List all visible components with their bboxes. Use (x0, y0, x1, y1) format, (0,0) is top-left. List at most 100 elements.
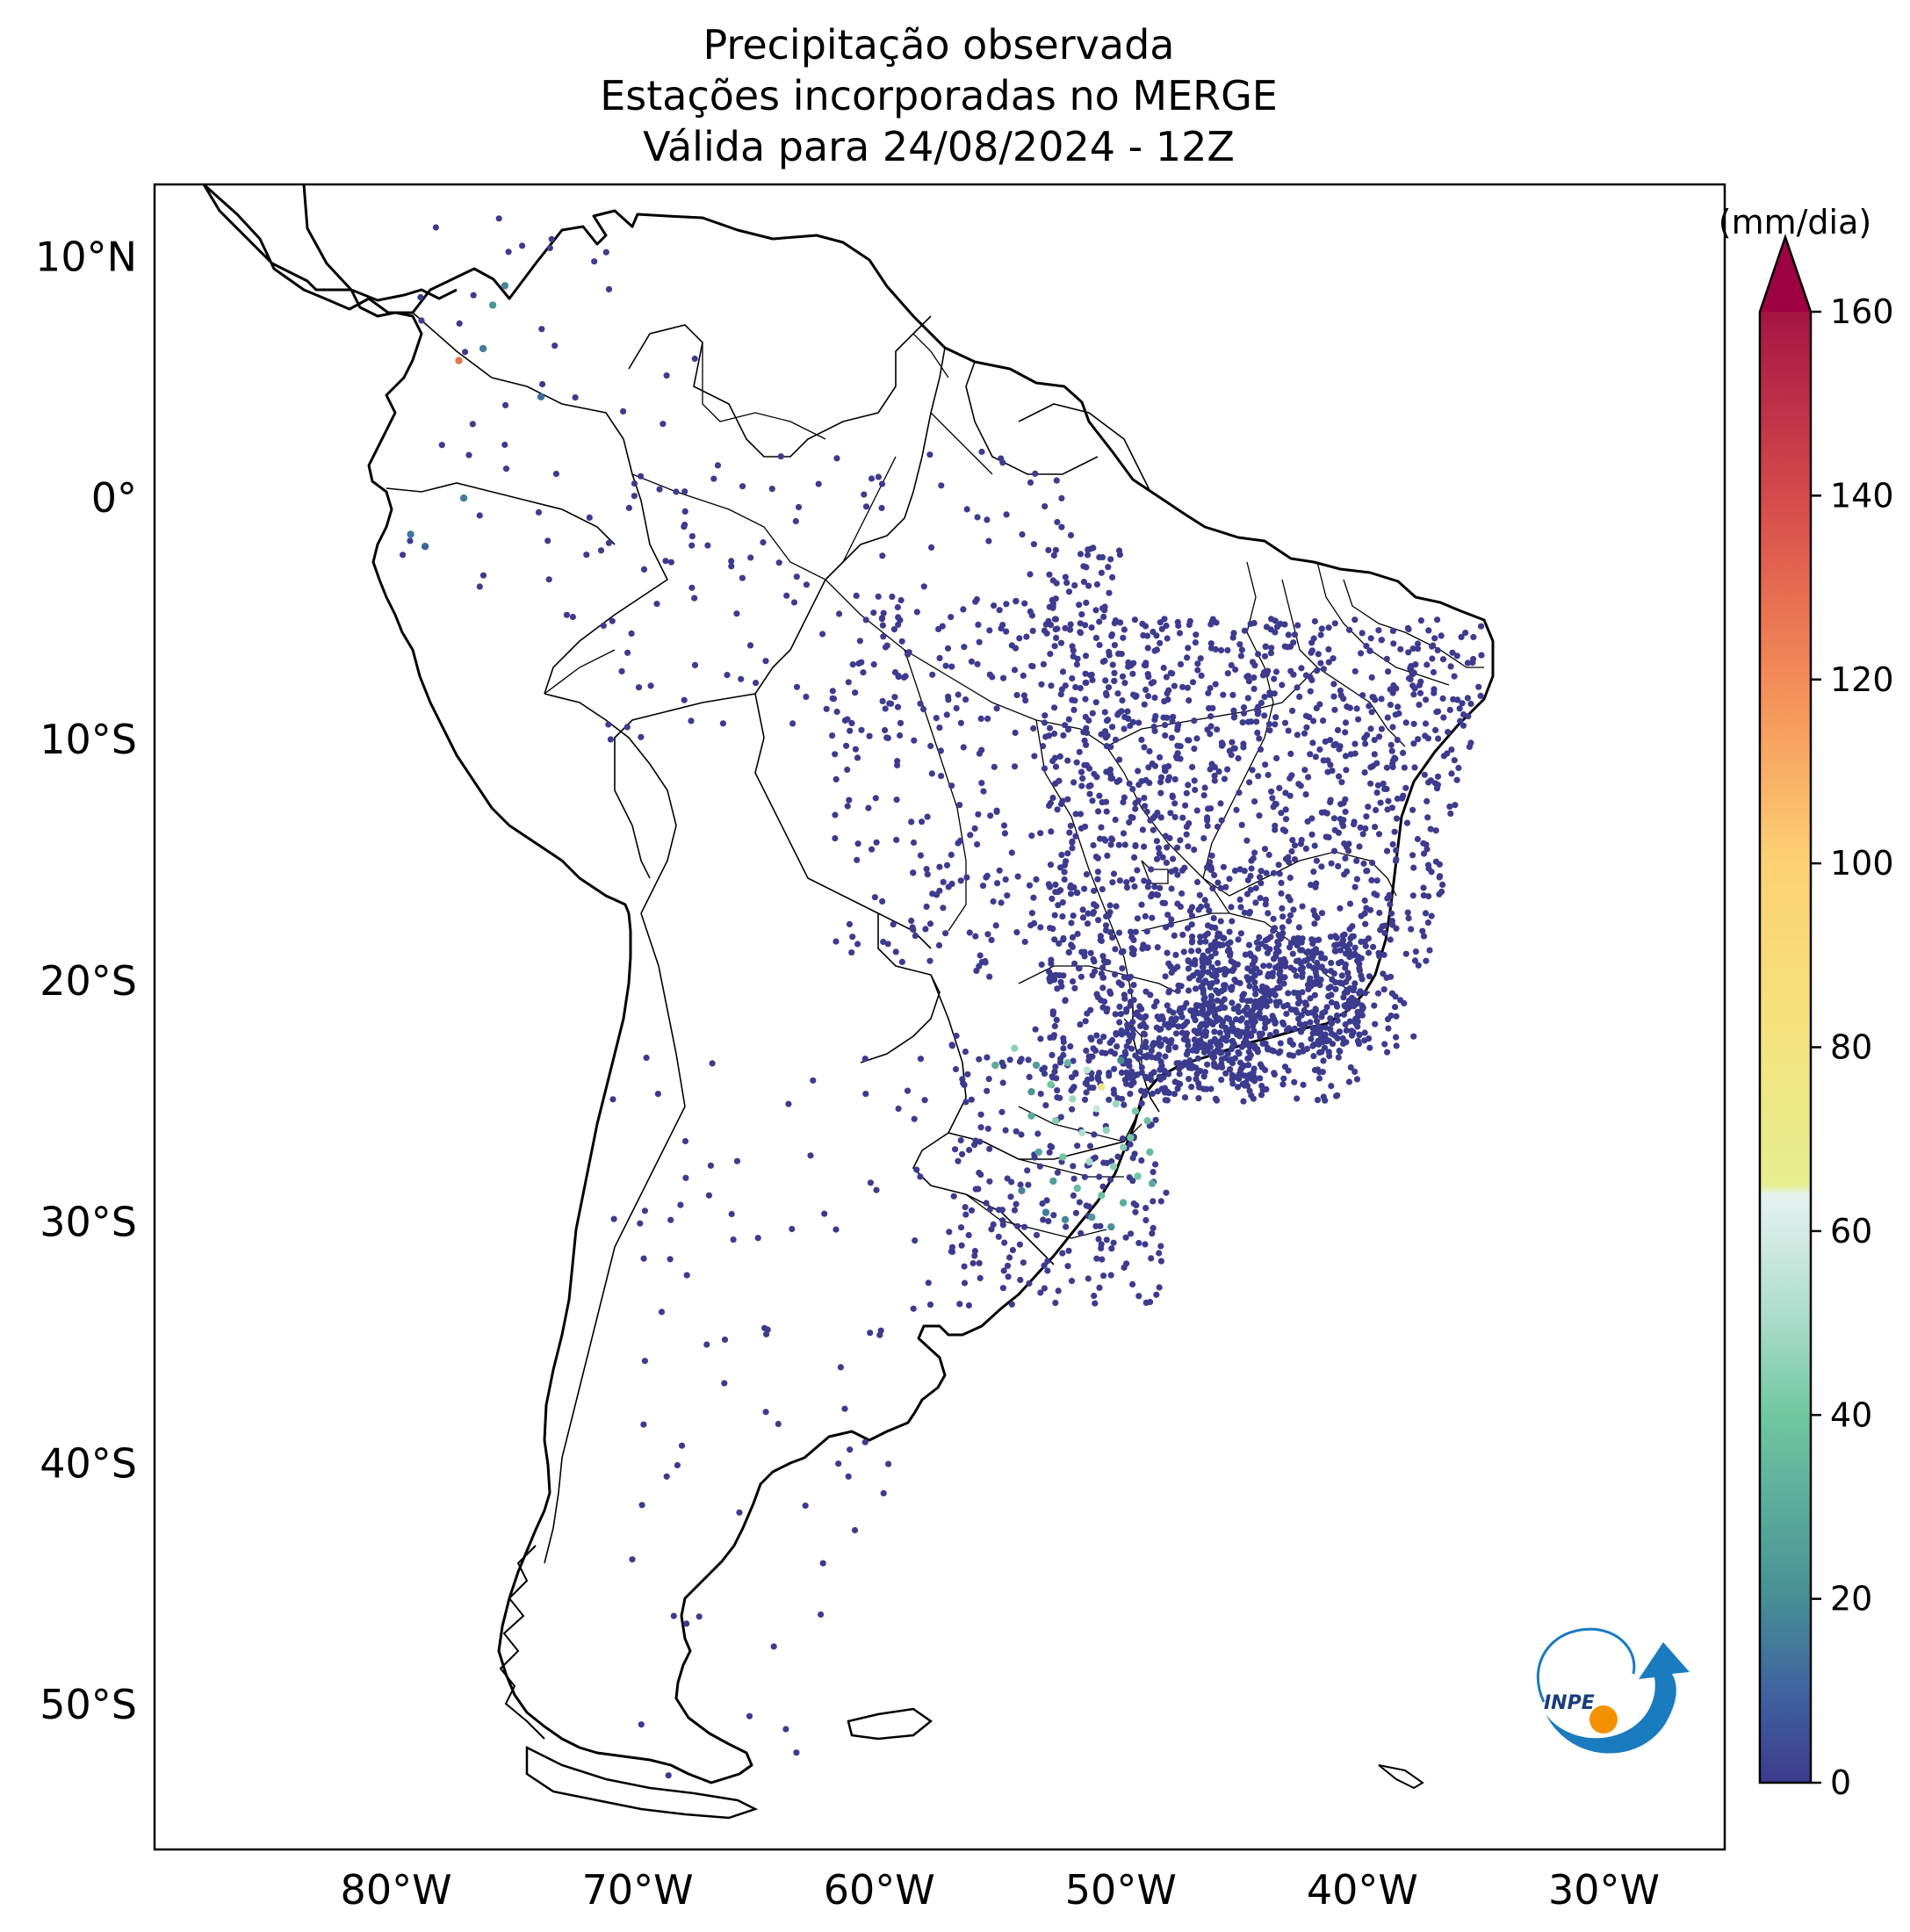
station-dot (1069, 1106, 1076, 1113)
colorbar-tick-label: 120 (1830, 660, 1894, 699)
station-dot (1304, 1010, 1311, 1017)
station-dot (1013, 597, 1020, 604)
station-dot (1335, 829, 1342, 836)
station-dot (1099, 1183, 1106, 1190)
station-dot (1363, 813, 1370, 820)
station-dot (1342, 854, 1349, 862)
station-dot (1272, 721, 1279, 728)
station-dot (1417, 617, 1424, 624)
inpe-logo: INPE (1536, 1627, 1690, 1754)
station-dot (1093, 1255, 1100, 1262)
station-dot (1059, 1153, 1067, 1161)
station-dot (1328, 959, 1335, 967)
station-dot (1307, 995, 1314, 1002)
station-dot (964, 1071, 971, 1078)
station-dot (965, 1231, 972, 1239)
station-dot (1058, 983, 1065, 990)
station-dot (1388, 918, 1395, 925)
station-dot (1300, 1081, 1307, 1088)
station-dot (1066, 829, 1073, 836)
station-dot (1111, 1050, 1118, 1057)
station-dot (862, 616, 869, 624)
station-dot (1106, 1096, 1113, 1103)
station-dot (1052, 595, 1059, 602)
station-dot (1261, 846, 1269, 853)
title-line-3: Válida para 24/08/2024 - 12Z (643, 123, 1235, 170)
station-dot (960, 744, 967, 751)
station-dot (1370, 943, 1377, 950)
station-dot (1154, 809, 1161, 817)
station-dot (1021, 600, 1028, 607)
station-dot (638, 1502, 645, 1509)
station-dot (1362, 825, 1369, 833)
station-dot (548, 235, 555, 242)
station-dot (1257, 1002, 1264, 1009)
station-dot (1068, 1278, 1076, 1285)
station-dot (1366, 973, 1373, 980)
station-dot (1423, 696, 1430, 703)
station-dot (1086, 1143, 1094, 1150)
station-dot (1165, 762, 1172, 770)
station-dot (1049, 1008, 1056, 1015)
station-dot (880, 938, 887, 946)
station-dot (1077, 551, 1085, 558)
station-dot (1103, 1236, 1110, 1244)
station-dot (1151, 694, 1158, 702)
coastline-tierra-del-fuego (525, 1745, 759, 1820)
station-dot (1072, 683, 1079, 691)
station-dot (1448, 746, 1455, 753)
station-dot (1072, 811, 1079, 818)
station-dot (1289, 707, 1296, 715)
station-dot (1154, 1088, 1161, 1095)
station-dot (1073, 1184, 1082, 1193)
station-dot (1041, 1262, 1048, 1269)
station-dot (974, 840, 981, 848)
station-dot (1056, 1059, 1064, 1066)
station-dot (1185, 843, 1192, 850)
station-dot (835, 1460, 842, 1467)
station-dot (1427, 825, 1434, 833)
station-dot (1331, 948, 1338, 955)
station-dot (1356, 843, 1363, 850)
station-dot (1204, 805, 1212, 812)
station-dot (647, 682, 654, 689)
station-dot (1302, 791, 1309, 798)
station-dot (953, 1032, 960, 1040)
station-dot (1252, 965, 1260, 972)
station-dot (1180, 1004, 1187, 1011)
station-dot (1077, 685, 1084, 692)
station-dot (963, 874, 970, 881)
station-dot (1136, 1003, 1143, 1010)
station-dot (1081, 953, 1088, 960)
station-dot (1268, 645, 1275, 652)
station-dot (1193, 878, 1201, 886)
station-dot (1032, 1026, 1039, 1033)
station-dot (1149, 914, 1156, 921)
station-dot (1171, 932, 1178, 939)
station-dot (1342, 1021, 1349, 1028)
station-dot (929, 671, 936, 678)
station-dot (1096, 1284, 1103, 1291)
station-dot (1323, 1024, 1330, 1031)
station-dot (1218, 817, 1225, 824)
station-dot (1122, 1008, 1130, 1015)
station-dot (1004, 892, 1011, 899)
station-dot (1076, 965, 1083, 972)
station-dot (1006, 1056, 1013, 1063)
station-dot (1027, 571, 1034, 578)
station-dot (1286, 918, 1293, 925)
station-dot (1291, 842, 1299, 849)
station-dot (1415, 736, 1422, 743)
station-dot (1262, 897, 1270, 904)
station-dot (1313, 667, 1321, 674)
station-dot (1434, 782, 1441, 789)
station-dot (1076, 1199, 1083, 1206)
station-dot (1069, 839, 1076, 847)
station-dot (1067, 531, 1075, 539)
station-dot (1251, 972, 1258, 979)
station-dot (1106, 766, 1114, 774)
station-dot (1359, 1006, 1366, 1013)
station-dot (880, 609, 887, 616)
station-dot (1331, 620, 1338, 627)
station-dot (1013, 1200, 1020, 1208)
